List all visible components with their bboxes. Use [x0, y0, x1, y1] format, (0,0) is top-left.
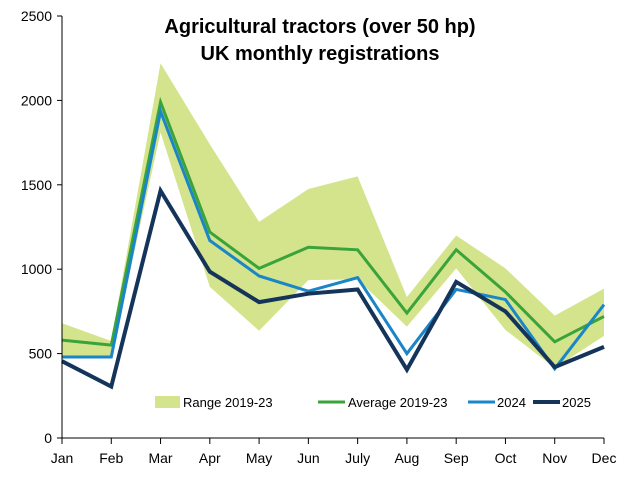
x-tick-label: Aug [394, 450, 419, 466]
legend-label-average: Average 2019-23 [348, 395, 448, 410]
x-tick-label: Nov [542, 450, 567, 466]
legend-label-range: Range 2019-23 [183, 395, 273, 410]
x-tick-label: Dec [592, 450, 617, 466]
x-tick-label: Apr [199, 450, 221, 466]
legend-swatch-range [155, 396, 180, 408]
chart-title-line1: Agricultural tractors (over 50 hp) [164, 16, 475, 38]
x-tick-label: May [246, 450, 272, 466]
y-tick-label: 500 [29, 346, 53, 362]
legend-label-2025: 2025 [562, 395, 591, 410]
x-tick-label: Oct [495, 450, 517, 466]
x-tick-label: Sep [444, 450, 469, 466]
y-tick-label: 2500 [21, 8, 52, 24]
legend-label-2024: 2024 [497, 395, 526, 410]
y-tick-label: 1500 [21, 177, 52, 193]
y-tick-label: 0 [44, 430, 52, 446]
y-tick-label: 2000 [21, 92, 52, 108]
x-tick-label: Mar [148, 450, 172, 466]
x-tick-label: Feb [99, 450, 123, 466]
x-tick-label: Jan [51, 450, 74, 466]
x-tick-label: July [345, 450, 370, 466]
legend: Range 2019-23 Average 2019-23 2024 2025 [155, 395, 591, 410]
x-tick-label: Jun [297, 450, 320, 466]
chart-title-line2: UK monthly registrations [201, 43, 440, 65]
y-tick-label: 1000 [21, 261, 52, 277]
